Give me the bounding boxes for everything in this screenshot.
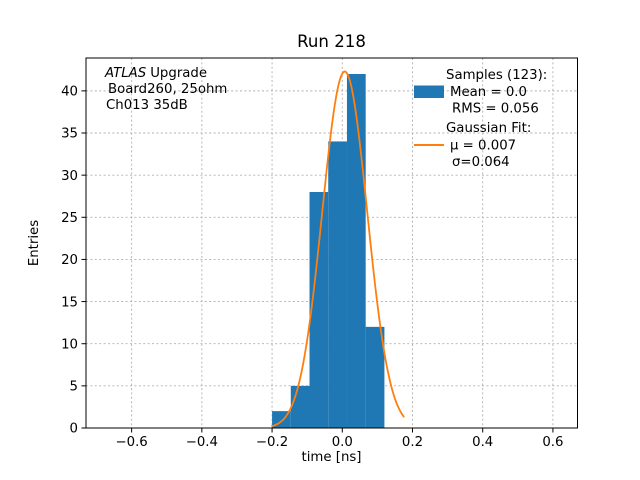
y-tick-label: 25 bbox=[61, 211, 78, 226]
gaussian-fit-curve bbox=[271, 70, 405, 427]
y-tick-label: 5 bbox=[70, 380, 78, 395]
y-tick-label: 30 bbox=[61, 169, 78, 184]
annotation-line2: Board260, 25ohm bbox=[108, 82, 227, 97]
histogram-bar bbox=[290, 385, 310, 428]
grid-layer bbox=[86, 58, 578, 429]
gaussian-fit-layer bbox=[271, 70, 405, 427]
annotation-line3: Ch013 35dB bbox=[106, 98, 188, 113]
x-tick-label: −0.6 bbox=[115, 435, 147, 450]
y-tick-label: 10 bbox=[61, 337, 78, 352]
y-axis-label: Entries bbox=[27, 220, 42, 266]
legend-sigma-label: σ=0.064 bbox=[452, 155, 510, 170]
y-tick-label: 0 bbox=[70, 422, 78, 437]
x-tick-label: 0.4 bbox=[472, 435, 493, 450]
chart-title: Run 218 bbox=[297, 32, 366, 51]
x-tick-label: 0.2 bbox=[402, 435, 423, 450]
histogram-bar bbox=[365, 326, 385, 428]
annotation-line1: ATLAS Upgrade bbox=[104, 66, 207, 81]
legend-histogram-swatch bbox=[414, 85, 444, 98]
y-tick-label: 15 bbox=[61, 295, 78, 310]
x-tick-label: 0.6 bbox=[542, 435, 563, 450]
histogram-bar bbox=[328, 141, 347, 428]
annotation-upgrade: Upgrade bbox=[150, 66, 207, 81]
legend-fit-header: Gaussian Fit: bbox=[446, 121, 531, 136]
legend-mean-label: Mean = 0.0 bbox=[450, 85, 527, 100]
x-tick-label: −0.2 bbox=[256, 435, 288, 450]
histogram-bars-layer bbox=[272, 74, 385, 428]
y-tick-label: 40 bbox=[61, 85, 78, 100]
y-tick-label: 20 bbox=[61, 253, 78, 268]
x-tick-label: 0.0 bbox=[332, 435, 353, 450]
legend-samples-header: Samples (123): bbox=[446, 68, 547, 83]
annotation-atlas: ATLAS bbox=[104, 66, 147, 81]
histogram-bar bbox=[346, 74, 366, 428]
histogram-bar bbox=[309, 192, 329, 428]
x-tick-label: −0.4 bbox=[186, 435, 218, 450]
axis-ticks-layer: −0.6 −0.4 −0.2 0.0 0.2 0.4 0.6 0 5 10 15 20 25 30 35 40 bbox=[61, 85, 563, 450]
axes-frame bbox=[85, 57, 578, 429]
legend-rms-label: RMS = 0.056 bbox=[452, 102, 539, 117]
x-axis-label: time [ns] bbox=[302, 450, 362, 465]
legend: Samples (123): Mean = 0.0 RMS = 0.056 Ga… bbox=[414, 68, 547, 170]
annotation-block: ATLAS Upgrade Board260, 25ohm Ch013 35dB bbox=[104, 66, 227, 113]
legend-mu-label: μ = 0.007 bbox=[450, 139, 516, 154]
y-tick-label: 35 bbox=[61, 127, 78, 142]
